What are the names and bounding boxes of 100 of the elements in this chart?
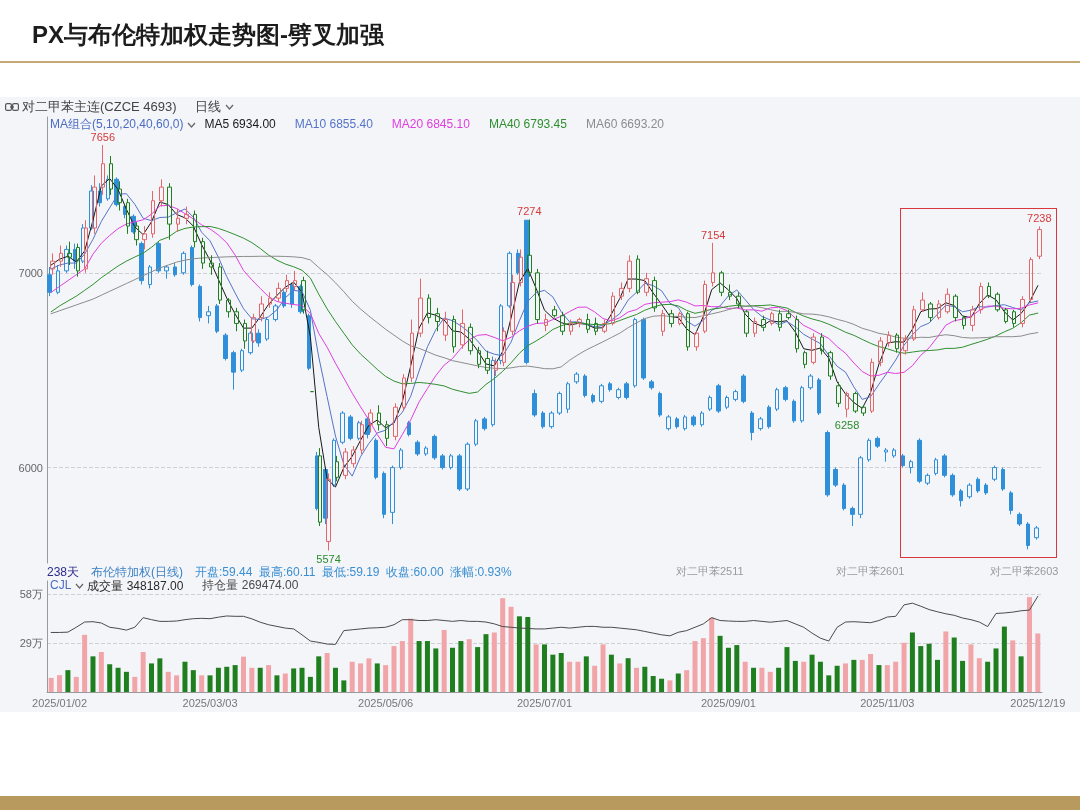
- candlestick: [970, 305, 975, 332]
- candlestick: [566, 381, 570, 414]
- bar: [516, 616, 522, 692]
- candlestick: [758, 416, 763, 432]
- candlestick: [750, 410, 754, 441]
- candlestick: [995, 291, 1000, 313]
- bar: [642, 666, 648, 692]
- candlestick: [895, 332, 899, 354]
- candlestick: [184, 206, 189, 225]
- bar: [57, 675, 63, 692]
- bar: [224, 666, 230, 692]
- bar: [90, 656, 96, 692]
- candlestick: [708, 395, 712, 412]
- bar: [65, 670, 71, 692]
- candlestick: [678, 311, 682, 326]
- candlestick: [719, 270, 724, 297]
- candlestick: [1026, 521, 1030, 550]
- candlestick: [833, 467, 838, 488]
- candlestick: [608, 381, 612, 393]
- candlestick: [502, 326, 506, 367]
- bar: [257, 667, 263, 692]
- candlestick: [215, 303, 219, 334]
- candlestick: [945, 287, 950, 315]
- text: 开盘:59.44 最高:60.11 最低:59.19 收盘:60.00 涨幅:0.93%: [195, 565, 512, 579]
- text: 日线: [194, 99, 221, 114]
- candlestick: [449, 453, 453, 471]
- candlestick: [507, 250, 512, 309]
- candlestick: [1034, 525, 1039, 541]
- candlestick: [767, 404, 771, 430]
- annotation: 成交量 348187.00: [87, 579, 184, 593]
- line-series: [50, 255, 1039, 370]
- candlestick: [577, 317, 582, 328]
- bar: [316, 656, 322, 692]
- candlestick: [159, 178, 164, 208]
- candlestick: [377, 404, 381, 432]
- candlestick: [435, 307, 440, 332]
- candlestick: [808, 373, 813, 391]
- candlestick: [167, 182, 172, 241]
- x-tick-label: 2025/12/19: [1010, 696, 1066, 709]
- bar: [391, 646, 397, 692]
- bar: [700, 638, 706, 692]
- candlestick: [828, 350, 833, 381]
- candlestick: [552, 305, 557, 319]
- candlestick: [786, 309, 791, 321]
- bar: [884, 665, 890, 692]
- candlestick: [683, 414, 687, 432]
- candlestick: [1020, 295, 1025, 328]
- candlestick: [775, 387, 779, 412]
- candlestick: [811, 332, 816, 365]
- bar: [157, 658, 163, 692]
- candlestick: [59, 245, 63, 268]
- bar: [993, 648, 999, 692]
- candlestick: [1017, 511, 1022, 527]
- candlestick: [385, 420, 389, 447]
- line-series: [50, 595, 1039, 645]
- bar: [182, 661, 188, 692]
- bar: [500, 598, 506, 692]
- candlestick: [920, 291, 925, 313]
- candlestick: [661, 309, 665, 337]
- bar: [759, 667, 765, 692]
- candlestick: [318, 447, 322, 527]
- candlestick: [285, 274, 289, 293]
- candlestick: [443, 311, 448, 342]
- candlestick: [351, 445, 356, 469]
- candlestick: [56, 264, 60, 295]
- bar: [834, 665, 840, 692]
- candlestick: [402, 373, 406, 412]
- bar: [617, 663, 623, 692]
- bar: [968, 644, 974, 692]
- y-tick-label: 29万: [19, 637, 43, 650]
- candlestick: [884, 447, 888, 463]
- annotation: 5574: [316, 552, 341, 565]
- bar: [491, 632, 497, 692]
- candlestick: [979, 282, 983, 315]
- bar: [725, 647, 731, 692]
- bar: [592, 665, 598, 692]
- text: 布伦特加权(日线): [91, 565, 184, 579]
- candlestick: [256, 328, 261, 348]
- bar: [801, 661, 807, 692]
- bar: [659, 678, 665, 692]
- bar: [734, 645, 740, 692]
- bar: [408, 618, 414, 692]
- candlestick: [109, 155, 113, 196]
- candlestick: [432, 433, 437, 461]
- bar: [433, 648, 439, 692]
- candlestick: [842, 482, 846, 511]
- bar: [82, 634, 88, 692]
- bar: [608, 654, 614, 692]
- annotation: 7656: [90, 131, 116, 144]
- candlestick: [549, 410, 554, 430]
- bar: [274, 675, 280, 692]
- candlestick: [393, 402, 398, 441]
- bar: [817, 661, 823, 692]
- candlestick: [248, 330, 253, 356]
- candlestick: [716, 383, 721, 414]
- candlestick: [636, 254, 640, 295]
- candlestick: [744, 309, 749, 338]
- candlestick: [544, 313, 548, 332]
- bar: [299, 667, 305, 692]
- candlestick: [76, 243, 80, 278]
